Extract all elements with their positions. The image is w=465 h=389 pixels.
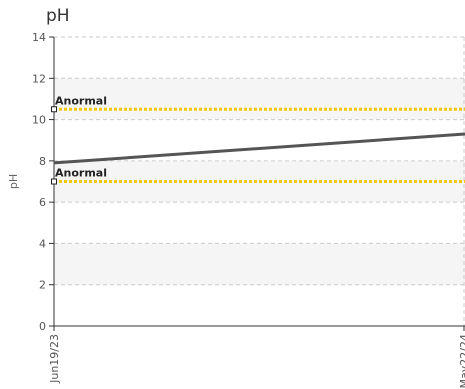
y-tick-label: 6 — [39, 196, 46, 209]
y-ticks: 0 2 4 6 8 10 12 14 — [32, 31, 54, 333]
y-tick-label: 2 — [39, 279, 46, 292]
y-tick-label: 12 — [32, 72, 46, 85]
y-tick-label: 8 — [39, 155, 46, 168]
x-ticks: Jun19/23 May22/24 — [48, 326, 465, 388]
x-tick-label: Jun19/23 — [48, 334, 61, 384]
series-line — [53, 132, 465, 165]
threshold-marker — [51, 178, 57, 185]
background-band — [54, 78, 465, 120]
threshold-marker — [51, 106, 57, 113]
x-tick-label: May22/24 — [458, 334, 465, 388]
y-tick-label: 14 — [32, 31, 46, 44]
chart-title: pH — [46, 6, 70, 26]
grid-lines — [54, 36, 465, 326]
y-tick-label: 4 — [39, 237, 46, 250]
y-axis-title: pH — [7, 174, 20, 189]
y-tick-label: 0 — [39, 320, 46, 333]
threshold-lines: Anormal Anormal — [51, 94, 465, 185]
y-tick-label: 10 — [32, 114, 46, 127]
threshold-label: Anormal — [55, 94, 107, 107]
threshold-label: Anormal — [55, 167, 107, 180]
series-lines — [53, 132, 465, 165]
background-band — [54, 243, 465, 285]
